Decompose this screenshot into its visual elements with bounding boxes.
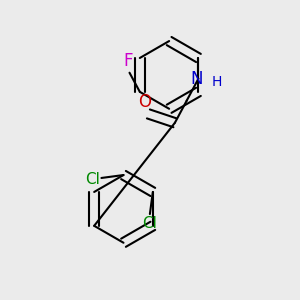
Text: Cl: Cl xyxy=(85,172,100,187)
Text: N: N xyxy=(191,70,203,88)
Text: H: H xyxy=(212,74,222,88)
Text: F: F xyxy=(123,52,133,70)
Text: O: O xyxy=(138,93,152,111)
Text: Cl: Cl xyxy=(142,216,157,231)
